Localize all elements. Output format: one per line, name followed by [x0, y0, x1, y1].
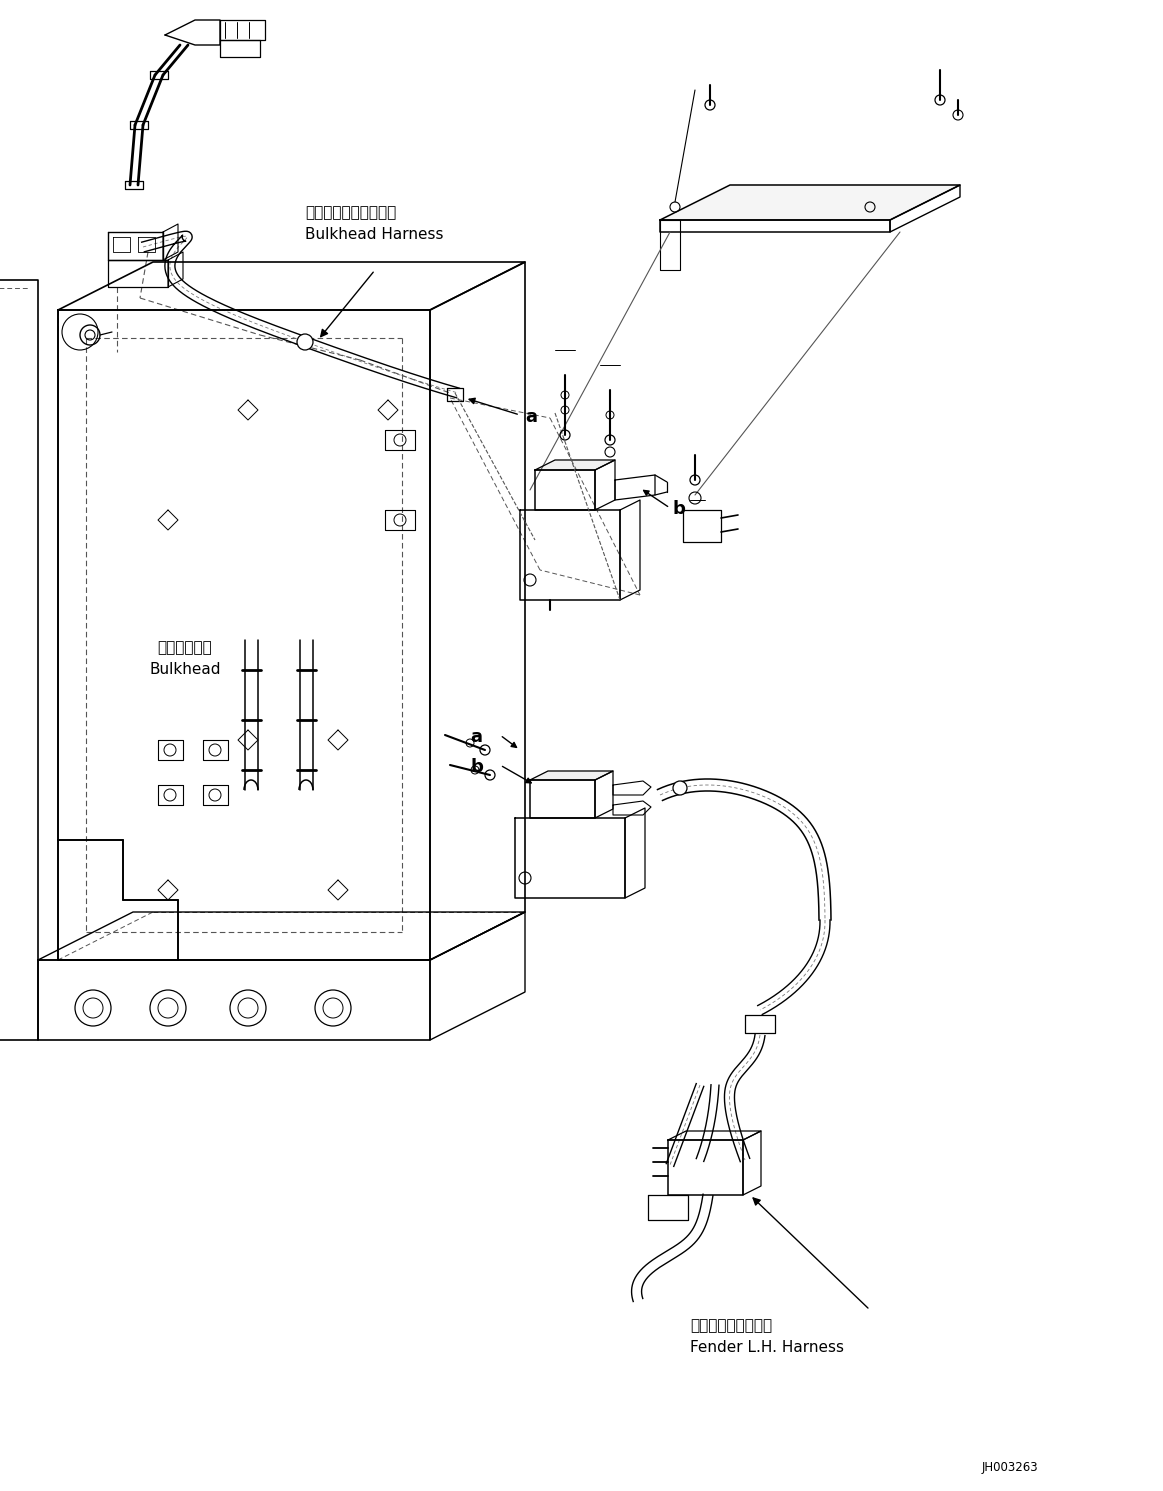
- Text: フェンダ左ハーネス: フェンダ左ハーネス: [690, 1318, 772, 1333]
- Text: b: b: [470, 757, 483, 775]
- Circle shape: [297, 334, 313, 350]
- Text: バルクヘッド: バルクヘッド: [158, 640, 213, 655]
- Polygon shape: [535, 461, 615, 470]
- Text: Bulkhead Harness: Bulkhead Harness: [305, 227, 443, 242]
- Polygon shape: [530, 771, 613, 780]
- Polygon shape: [659, 185, 959, 221]
- Circle shape: [673, 781, 687, 795]
- Text: a: a: [470, 728, 481, 746]
- Text: Bulkhead: Bulkhead: [149, 662, 221, 677]
- Text: バルクヘッドハーネス: バルクヘッドハーネス: [305, 204, 397, 221]
- Text: Fender L.H. Harness: Fender L.H. Harness: [690, 1340, 844, 1355]
- Text: a: a: [525, 409, 537, 426]
- Text: b: b: [673, 499, 686, 517]
- Text: JH003263: JH003263: [982, 1461, 1039, 1475]
